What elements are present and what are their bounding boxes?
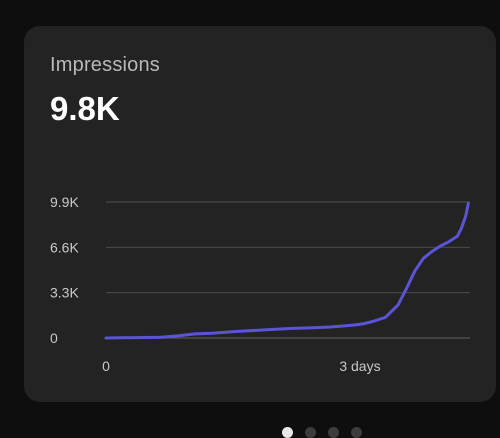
page-indicator[interactable] xyxy=(282,427,362,438)
impressions-card: Impressions 9.8K 0 3.3K 6.6K 9.9K 0 3 days xyxy=(24,26,496,402)
y-tick-label: 9.9K xyxy=(50,194,79,210)
page-dot-2[interactable] xyxy=(305,427,316,438)
page-dot-4[interactable] xyxy=(351,427,362,438)
series-line-0 xyxy=(104,201,470,340)
impressions-value: 9.8K xyxy=(50,90,120,127)
y-tick-label: 0 xyxy=(50,330,58,346)
page-dot-1[interactable] xyxy=(282,427,293,438)
card-title: Impressions xyxy=(50,54,161,76)
y-tick-label: 6.6K xyxy=(50,239,79,255)
x-tick-label: 0 xyxy=(102,358,110,374)
impressions-chart: 0 3.3K 6.6K 9.9K 0 3 days xyxy=(50,194,470,374)
page-dot-3[interactable] xyxy=(328,427,339,438)
y-tick-label: 3.3K xyxy=(50,285,79,301)
x-tick-label: 3 days xyxy=(339,358,380,374)
